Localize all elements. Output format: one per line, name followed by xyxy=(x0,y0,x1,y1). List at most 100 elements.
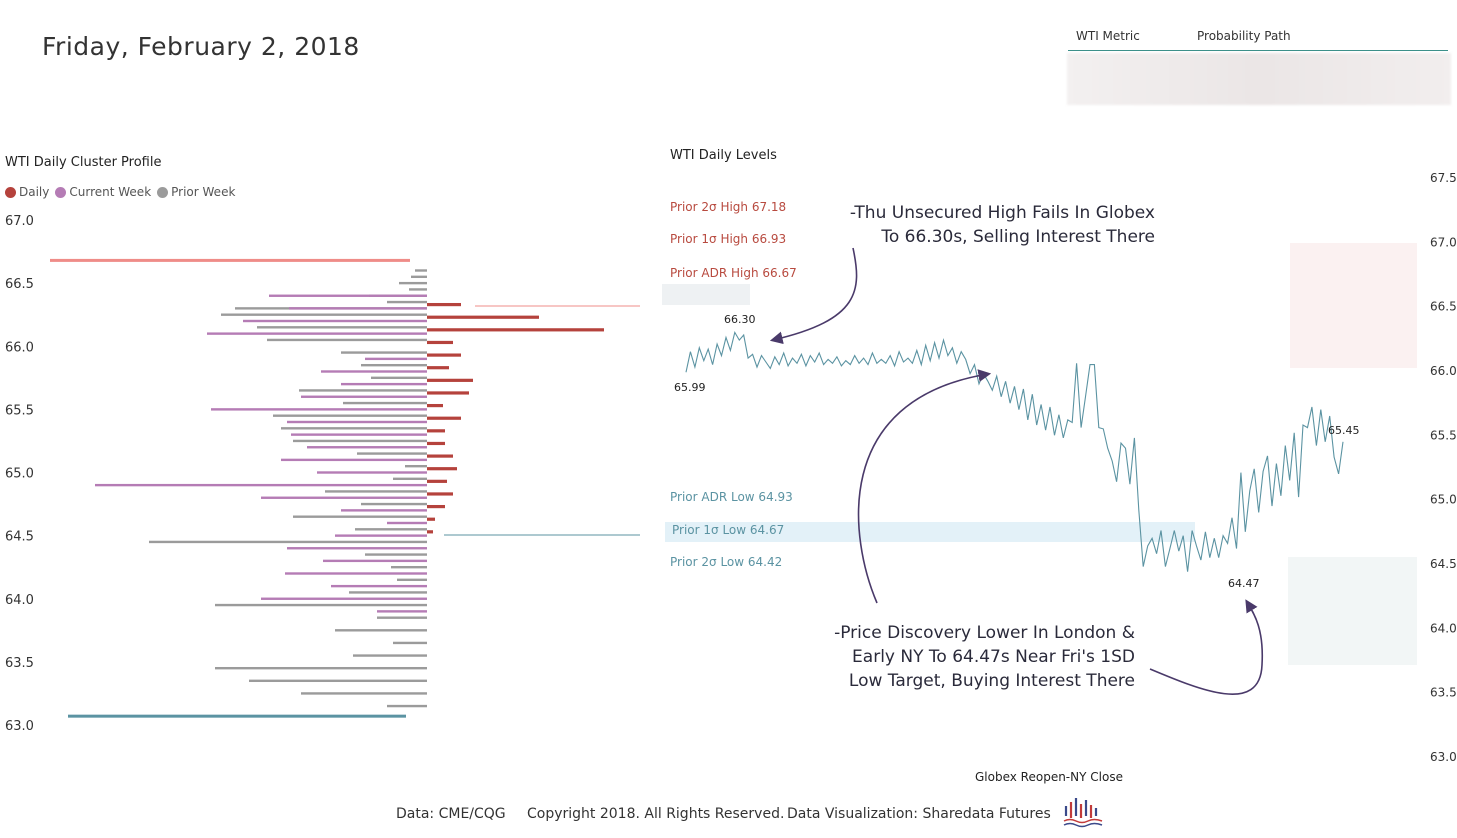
levels-y-axis: 67.5 67.0 66.5 66.0 65.5 65.0 64.5 64.0 63.5 63.0 xyxy=(1430,171,1457,764)
levels-tick-label: 64.0 xyxy=(1430,621,1457,635)
level-prior-1sd-high: Prior 1σ High 66.93 xyxy=(670,232,787,246)
profile-tick-label: 65.0 xyxy=(5,467,34,482)
blurred-low-zone xyxy=(1288,557,1417,665)
prior-week-bar xyxy=(357,452,427,455)
prior-week-bar xyxy=(415,269,427,272)
levels-tick-label: 63.0 xyxy=(1430,750,1457,764)
profile-tick-label: 66.0 xyxy=(5,340,34,355)
daily-bar xyxy=(427,441,445,446)
prior-week-bar xyxy=(325,490,427,493)
current-week-bar xyxy=(281,458,427,462)
prior-week-bar xyxy=(393,477,427,481)
daily-bar xyxy=(427,429,445,433)
metric-header-col2[interactable]: Probability Path xyxy=(1197,29,1291,43)
blurred-high-zone xyxy=(1290,243,1417,368)
price-point-label: 64.47 xyxy=(1228,577,1260,590)
prior-week-bar xyxy=(149,540,427,544)
prior-week-bar xyxy=(281,427,427,430)
current-week-bar xyxy=(301,395,427,398)
level-prior-2sd-high: Prior 2σ High 67.18 xyxy=(670,200,787,214)
prior-week-bar xyxy=(353,654,427,657)
profile-tick-label: 63.5 xyxy=(5,656,34,671)
prior-week-bar xyxy=(257,326,427,329)
metric-header-col1[interactable]: WTI Metric xyxy=(1076,29,1140,43)
prior-week-bar xyxy=(355,528,427,531)
current-week-bar xyxy=(317,471,427,474)
current-week-bar xyxy=(261,496,427,499)
daily-bar xyxy=(427,353,461,357)
profile-y-axis: 67.0 66.5 66.0 65.5 65.0 64.5 64.0 63.5 63.0 xyxy=(5,214,34,734)
annotation-low-line1: -Price Discovery Lower In London & xyxy=(834,623,1135,643)
profile-legend: Daily Current Week Prior Week xyxy=(5,185,235,199)
profile-tick-label: 64.0 xyxy=(5,593,34,608)
legend-item-current-week[interactable]: Current Week xyxy=(55,185,151,199)
annotation-low-line2: Early NY To 64.47s Near Fri's 1SD xyxy=(852,647,1135,667)
daily-bar xyxy=(427,530,433,534)
page-date: Friday, February 2, 2018 xyxy=(42,32,360,61)
legend-item-daily[interactable]: Daily xyxy=(5,185,49,199)
one-sd-low-band xyxy=(665,522,1195,542)
prior-week-bar xyxy=(409,288,427,291)
profile-tick-label: 67.0 xyxy=(5,214,34,229)
annotation-arrow-price xyxy=(857,369,992,604)
levels-series xyxy=(685,330,1344,572)
levels-tick-label: 67.0 xyxy=(1430,235,1457,249)
daily-bar xyxy=(427,378,473,382)
level-prior-1sd-low: Prior 1σ Low 64.67 xyxy=(672,523,785,537)
prior-week-bar xyxy=(361,363,427,367)
levels-tick-label: 66.0 xyxy=(1430,364,1457,378)
prior-week-bar xyxy=(301,692,427,695)
annotation-high: -Thu Unsecured High Fails In Globex To 6… xyxy=(835,201,1155,249)
prior-week-bar xyxy=(397,578,427,582)
level-prior-adr-high: Prior ADR High 66.67 xyxy=(670,266,797,280)
levels-tick-label: 66.5 xyxy=(1430,300,1457,314)
blurred-level-tag xyxy=(662,284,750,305)
legend-item-prior-week[interactable]: Prior Week xyxy=(157,185,235,199)
current-week-bar xyxy=(287,420,427,424)
annotation-low: -Price Discovery Lower In London & Early… xyxy=(815,621,1135,693)
legend-label-daily: Daily xyxy=(19,185,50,199)
price-line xyxy=(685,330,1344,572)
annotation-high-line1: -Thu Unsecured High Fails In Globex xyxy=(849,203,1155,223)
levels-tick-label: 67.5 xyxy=(1430,171,1457,185)
prior-week-bar xyxy=(267,338,427,342)
prior-week-bar xyxy=(399,281,427,285)
annotation-high-line2: To 66.30s, Selling Interest There xyxy=(881,227,1155,247)
daily-bar xyxy=(427,391,469,395)
daily-bar xyxy=(427,467,457,471)
levels-title: WTI Daily Levels xyxy=(670,148,777,163)
current-week-bar xyxy=(341,382,427,386)
daily-bar xyxy=(427,416,461,420)
current-week-bar xyxy=(243,319,427,323)
prior-week-bar xyxy=(293,439,427,443)
prior-week-bar xyxy=(249,679,427,683)
legend-label-prior-week: Prior Week xyxy=(171,185,236,199)
current-week-bar xyxy=(291,433,427,436)
prior-week-bar xyxy=(411,275,427,279)
daily-bar xyxy=(427,517,435,521)
prior-week-bar xyxy=(365,553,427,556)
legend-dot-icon xyxy=(55,186,67,198)
current-week-bar xyxy=(377,610,427,613)
daily-bar xyxy=(427,366,449,370)
annotation-arrow-low xyxy=(1149,599,1264,695)
prior-week-bar xyxy=(215,666,427,670)
prior-week-bar xyxy=(393,641,427,645)
current-week-bar xyxy=(95,483,427,487)
current-week-bar xyxy=(287,547,427,550)
annotation-arrow-high xyxy=(769,247,858,345)
profile-low-marker xyxy=(68,714,406,718)
prior-week-bar xyxy=(377,616,427,619)
price-point-label: 65.45 xyxy=(1328,424,1360,437)
price-point-label: 66.30 xyxy=(724,313,756,326)
daily-bar xyxy=(427,504,445,509)
profile-tick-label: 64.5 xyxy=(5,530,34,545)
prior-week-bar xyxy=(349,591,427,594)
daily-bar xyxy=(427,302,461,307)
current-week-bar xyxy=(331,584,427,588)
prior-week-bar xyxy=(343,401,427,405)
current-week-bar xyxy=(335,534,427,537)
prior-week-bar xyxy=(371,376,427,380)
daily-bar xyxy=(427,454,453,458)
price-point-label: 65.99 xyxy=(674,381,706,394)
